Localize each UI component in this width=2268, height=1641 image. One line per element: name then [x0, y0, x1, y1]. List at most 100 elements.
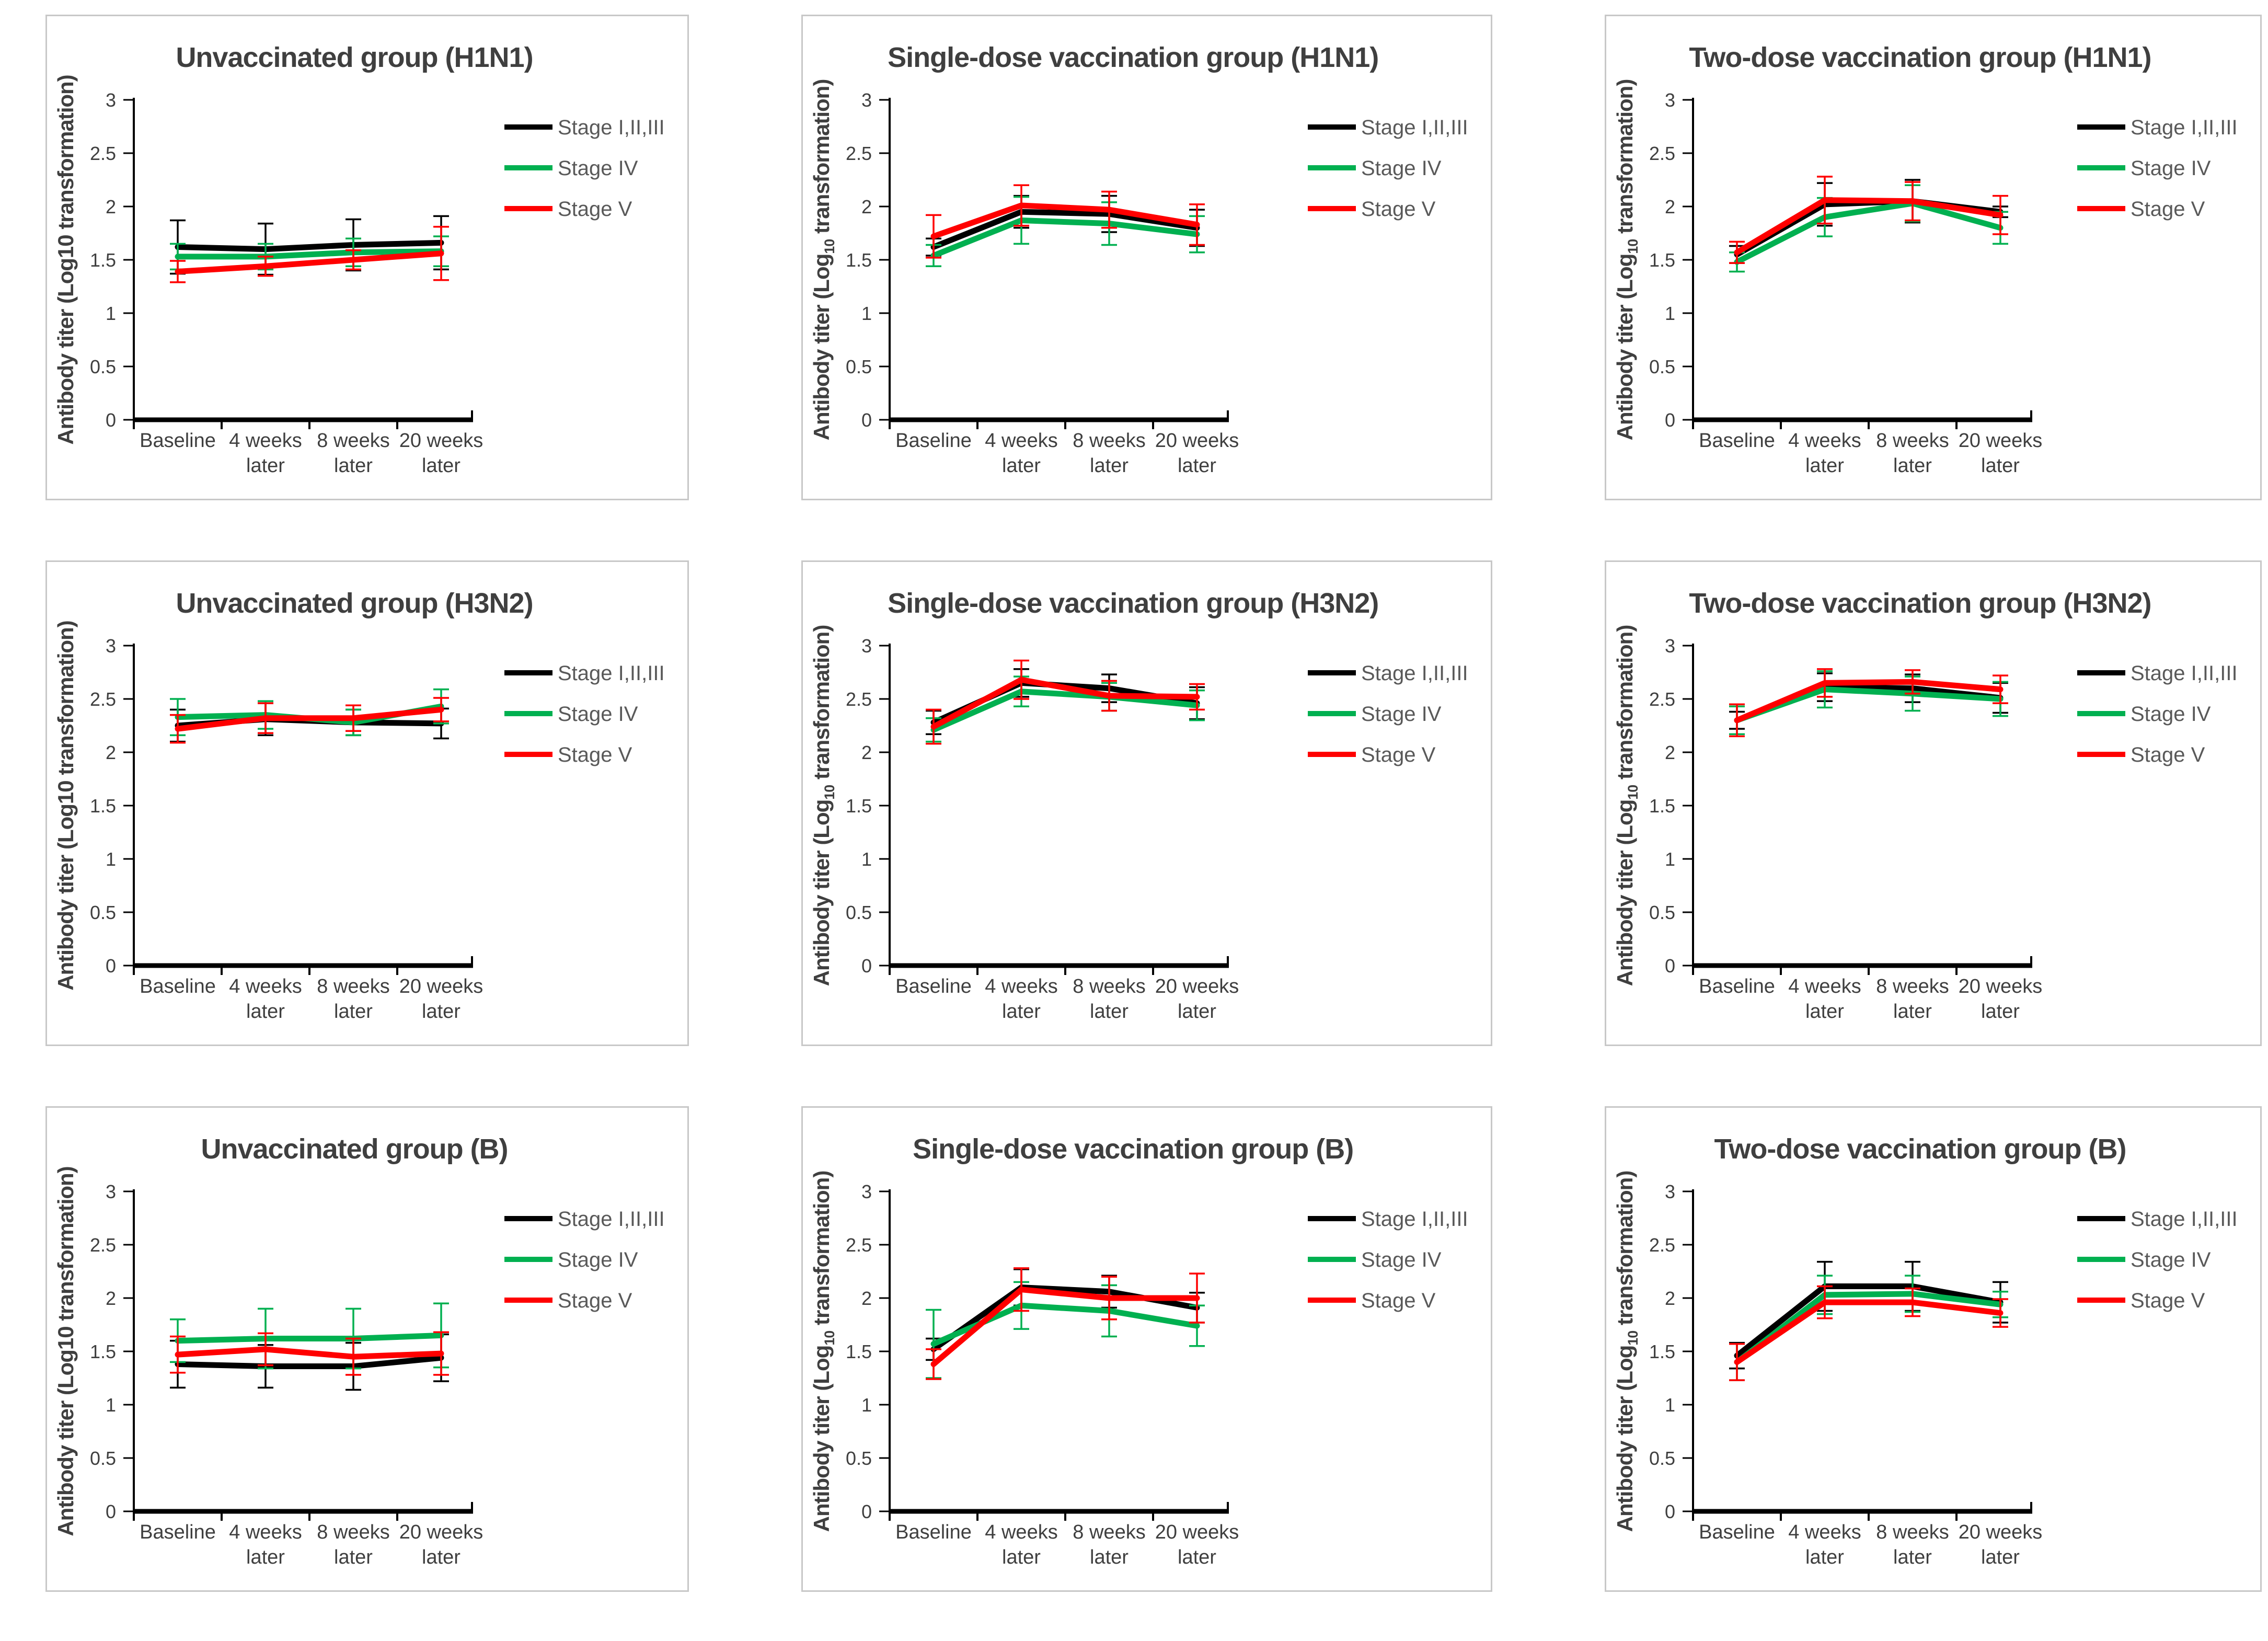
x-tick-label: later	[1002, 1546, 1041, 1568]
y-tick-label: 2.5	[1649, 1234, 1675, 1256]
x-tick-label: Baseline	[895, 1521, 972, 1543]
x-tick-label: Baseline	[1699, 1521, 1775, 1543]
x-tick-label: later	[1981, 455, 2020, 477]
x-tick-label: 20 weeks	[399, 976, 483, 997]
legend-label: Stage V	[1361, 198, 1436, 221]
x-tick-label: later	[334, 1001, 373, 1023]
legend-label: Stage V	[2131, 198, 2205, 221]
y-tick-label: 0.5	[1649, 1448, 1675, 1469]
legend-item: Stage V	[504, 743, 632, 766]
line-chart: Antibody titer (Log10 transformation) 0 0.…	[809, 1171, 1468, 1568]
y-tick-label: 1	[106, 303, 116, 324]
chart-title: Two-dose vaccination group (H1N1)	[1689, 42, 2151, 73]
error-bars-stage-i-ii-iii	[926, 1268, 1205, 1361]
y-tick-label: 0	[1665, 955, 1675, 977]
plot: Antibody titer (Log10 transformation) 0 0.…	[53, 621, 665, 1023]
legend: Stage I,II,III Stage IV Stage V	[2077, 662, 2238, 766]
x-tick-label: 8 weeks	[1876, 1521, 1949, 1543]
series-line-stage-iv	[1734, 200, 2004, 265]
y-tick-label: 3	[106, 89, 116, 111]
y-tick-label: 1	[861, 1394, 872, 1416]
y-tick-label: 1	[1665, 303, 1675, 324]
series-line-stage-v	[175, 706, 444, 732]
x-tick-label: later	[246, 455, 285, 477]
y-tick-label: 1.5	[846, 249, 872, 271]
x-tick-label: later	[1893, 1546, 1932, 1568]
x-tick-label: 8 weeks	[1073, 976, 1145, 997]
line-chart: Antibody titer (Log10 transformation) 0 0.…	[809, 625, 1468, 1023]
y-tick-label: 2	[1665, 742, 1675, 763]
x-tick-label: 4 weeks	[1788, 1521, 1861, 1543]
legend-item: Stage V	[1308, 198, 1436, 221]
x-tick-label: later	[1805, 1546, 1844, 1568]
plot: Antibody titer (Log10 transformation) 0 0.…	[1613, 1171, 2238, 1568]
y-tick-label: 2	[106, 196, 116, 217]
legend: Stage I,II,III Stage IV Stage V	[2077, 1208, 2238, 1312]
plot: Antibody titer (Log10 transformation) 0 0.…	[1613, 625, 2238, 1023]
y-tick-label: 1.5	[1649, 795, 1675, 817]
x-tick-label: 20 weeks	[399, 430, 483, 452]
x-tick-label: 8 weeks	[317, 1521, 389, 1543]
error-bars-stage-v	[170, 226, 449, 283]
y-axis-label: Antibody titer (Log10 transformation)	[53, 1166, 78, 1536]
y-axis-label: Antibody titer (Log10 transformation)	[1613, 625, 1641, 986]
x-tick-label: later	[1893, 455, 1932, 477]
y-tick-label: 0	[106, 409, 116, 431]
x-tick-label: Baseline	[140, 430, 216, 452]
y-tick-label: 0	[106, 1501, 116, 1522]
line-chart: Antibody titer (Log10 transformation) 0 0.…	[1613, 79, 2238, 477]
y-tick-label: 0	[861, 1501, 872, 1522]
chart-panel-two-dose-b: Two-dose vaccination group (B) Antibody …	[1605, 1106, 2262, 1592]
y-tick-label: 2.5	[1649, 143, 1675, 164]
x-tick-label: later	[1090, 455, 1129, 477]
legend-item: Stage I,II,III	[1308, 662, 1468, 685]
legend: Stage I,II,III Stage IV Stage V	[2077, 116, 2238, 221]
x-tick-label: 8 weeks	[317, 976, 389, 997]
y-tick-label: 1.5	[90, 249, 116, 271]
y-tick-label: 0.5	[1649, 902, 1675, 923]
series-line-stage-v	[175, 1346, 444, 1360]
x-tick-label: later	[1981, 1001, 2020, 1023]
x-tick-label: 4 weeks	[985, 976, 1057, 997]
y-tick-label: 2.5	[90, 688, 116, 710]
y-tick-label: 3	[1665, 1181, 1675, 1202]
series-line-stage-v	[1734, 1299, 2004, 1365]
y-tick-label: 0.5	[90, 902, 116, 923]
error-bars-stage-i-ii-iii	[1729, 1260, 2008, 1370]
x-tick-label: later	[246, 1546, 285, 1568]
legend-label: Stage I,II,III	[1361, 116, 1468, 139]
x-tick-label: Baseline	[1699, 430, 1775, 452]
y-tick-label: 0.5	[846, 356, 872, 377]
chart-panel-two-dose-h1n1: Two-dose vaccination group (H1N1) Antibo…	[1605, 15, 2262, 500]
error-bars-stage-v	[1729, 668, 2008, 738]
series-line-stage-v	[1734, 679, 2004, 724]
y-tick-label: 3	[1665, 89, 1675, 111]
x-tick-label: 4 weeks	[1788, 976, 1861, 997]
x-tick-label: 4 weeks	[229, 976, 302, 997]
line-chart: Antibody titer (Log10 transformation) 0 0.…	[53, 75, 665, 477]
plot: Antibody titer (Log10 transformation) 0 0.…	[809, 1171, 1468, 1568]
legend-item: Stage V	[1308, 743, 1436, 766]
legend-item: Stage V	[1308, 1289, 1436, 1312]
y-axis-label: Antibody titer (Log10 transformation)	[53, 621, 78, 990]
series-line-stage-iv	[930, 217, 1200, 259]
legend-label: Stage IV	[2131, 703, 2211, 726]
legend-label: Stage I,II,III	[558, 116, 665, 139]
legend-label: Stage V	[558, 198, 632, 221]
y-tick-label: 1.5	[1649, 1341, 1675, 1362]
y-tick-label: 0	[1665, 1501, 1675, 1522]
plot: Antibody titer (Log10 transformation) 0 0.…	[1613, 79, 2238, 477]
x-tick-label: Baseline	[895, 430, 972, 452]
legend-item: Stage I,II,III	[504, 116, 665, 139]
legend-label: Stage IV	[1361, 1248, 1442, 1271]
y-tick-label: 2	[861, 742, 872, 763]
x-tick-label: 4 weeks	[985, 1521, 1057, 1543]
x-tick-label: Baseline	[140, 976, 216, 997]
chart-title: Single-dose vaccination group (H3N2)	[888, 588, 1379, 619]
x-tick-label: 4 weeks	[229, 430, 302, 452]
series-line-stage-iv	[930, 688, 1200, 733]
y-tick-label: 3	[106, 635, 116, 657]
legend: Stage I,II,III Stage IV Stage V	[504, 662, 665, 766]
legend: Stage I,II,III Stage IV Stage V	[1308, 1208, 1468, 1312]
series-line-stage-i-ii-iii	[175, 1355, 444, 1370]
